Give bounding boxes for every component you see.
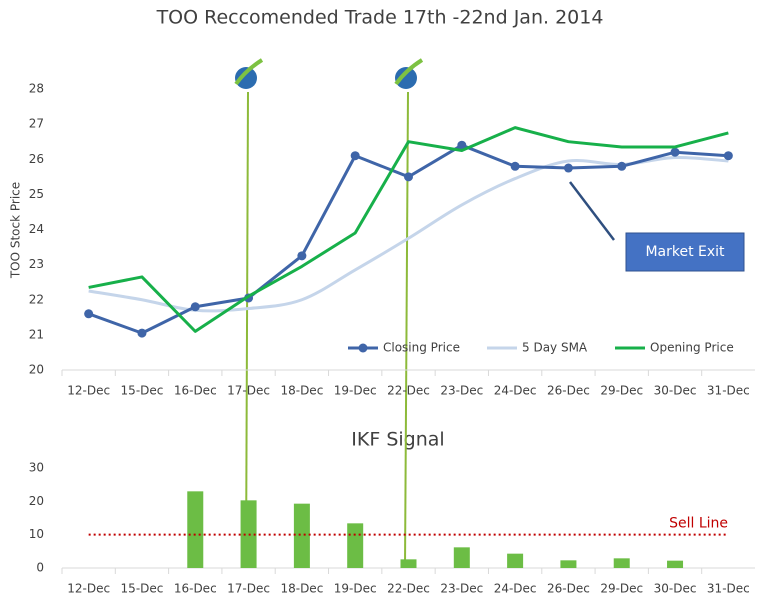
x-tick-label: 22-Dec bbox=[387, 582, 430, 596]
signal-icon bbox=[234, 58, 424, 89]
x-tick-label: 24-Dec bbox=[494, 582, 537, 596]
bar bbox=[347, 523, 364, 568]
x-tick-label: 17-Dec bbox=[227, 384, 270, 398]
legend-label: Opening Price bbox=[650, 341, 734, 355]
line bbox=[88, 126, 729, 333]
x-tick-label: 29-Dec bbox=[600, 384, 643, 398]
chart-title: TOO Reccomended Trade 17th -22nd Jan. 20… bbox=[156, 7, 604, 29]
legend-marker bbox=[358, 343, 368, 353]
x-tick-label: 26-Dec bbox=[547, 582, 590, 596]
signal-guide bbox=[245, 91, 249, 567]
annotation-box bbox=[625, 232, 745, 272]
marker bbox=[350, 151, 360, 161]
marker bbox=[190, 302, 200, 312]
x-tick-label: 31-Dec bbox=[707, 582, 750, 596]
marker bbox=[137, 328, 147, 338]
y-tick-label: 21 bbox=[29, 327, 44, 341]
reference-label: Sell Line bbox=[669, 516, 728, 532]
marker bbox=[563, 163, 573, 173]
y-tick-label: 22 bbox=[29, 292, 44, 306]
x-tick-label: 16-Dec bbox=[174, 384, 217, 398]
x-tick-label: 23-Dec bbox=[440, 582, 483, 596]
x-tick-label: 15-Dec bbox=[121, 582, 164, 596]
bar bbox=[240, 500, 257, 568]
bar bbox=[293, 503, 310, 568]
y-tick-label: 28 bbox=[29, 82, 44, 96]
x-tick-label: 19-Dec bbox=[334, 384, 377, 398]
signal-guide bbox=[404, 91, 409, 567]
y-tick-label: 23 bbox=[29, 257, 44, 271]
y-tick-label: 20 bbox=[29, 363, 44, 377]
bar bbox=[453, 547, 470, 568]
bar bbox=[400, 559, 417, 568]
x-tick-label: 18-Dec bbox=[280, 384, 323, 398]
x-tick-label: 30-Dec bbox=[654, 384, 697, 398]
x-tick-label: 17-Dec bbox=[227, 582, 270, 596]
marker bbox=[297, 251, 307, 261]
x-tick-label: 18-Dec bbox=[280, 582, 323, 596]
x-tick-label: 12-Dec bbox=[67, 582, 110, 596]
bar bbox=[613, 558, 630, 568]
x-tick-label: 15-Dec bbox=[121, 384, 164, 398]
marker bbox=[723, 151, 733, 161]
bar bbox=[507, 553, 524, 568]
x-tick-label: 22-Dec bbox=[387, 384, 430, 398]
y-tick-label: 0 bbox=[36, 561, 44, 575]
annotation: Market Exit bbox=[645, 244, 725, 260]
marker bbox=[84, 309, 94, 319]
marker bbox=[617, 161, 627, 171]
x-tick-label: 31-Dec bbox=[707, 384, 750, 398]
legend-label: 5 Day SMA bbox=[522, 341, 588, 355]
y-tick-label: 10 bbox=[29, 527, 44, 541]
y-tick-label: 26 bbox=[29, 152, 44, 166]
y-tick-label: 20 bbox=[29, 494, 44, 508]
y-tick-label: 25 bbox=[29, 187, 44, 201]
annotation-arrow bbox=[569, 181, 615, 241]
y-tick-label: 24 bbox=[29, 222, 44, 236]
chart-title: IKF Signal bbox=[351, 429, 444, 451]
x-tick-label: 30-Dec bbox=[654, 582, 697, 596]
y-tick-label: 30 bbox=[29, 461, 44, 475]
y-axis-label: TOO Stock Price bbox=[9, 182, 23, 279]
marker bbox=[457, 140, 467, 150]
x-tick-label: 29-Dec bbox=[600, 582, 643, 596]
y-tick-label: 27 bbox=[29, 117, 44, 131]
legend-label: Closing Price bbox=[383, 341, 460, 355]
bar bbox=[560, 560, 577, 568]
x-tick-label: 24-Dec bbox=[494, 384, 537, 398]
x-tick-label: 19-Dec bbox=[334, 582, 377, 596]
x-tick-label: 16-Dec bbox=[174, 582, 217, 596]
x-tick-label: 26-Dec bbox=[547, 384, 590, 398]
marker bbox=[404, 172, 413, 182]
bar bbox=[187, 491, 204, 568]
marker bbox=[510, 161, 520, 171]
x-tick-label: 23-Dec bbox=[440, 384, 483, 398]
marker bbox=[670, 147, 680, 157]
bar bbox=[667, 560, 684, 568]
x-tick-label: 12-Dec bbox=[67, 384, 110, 398]
